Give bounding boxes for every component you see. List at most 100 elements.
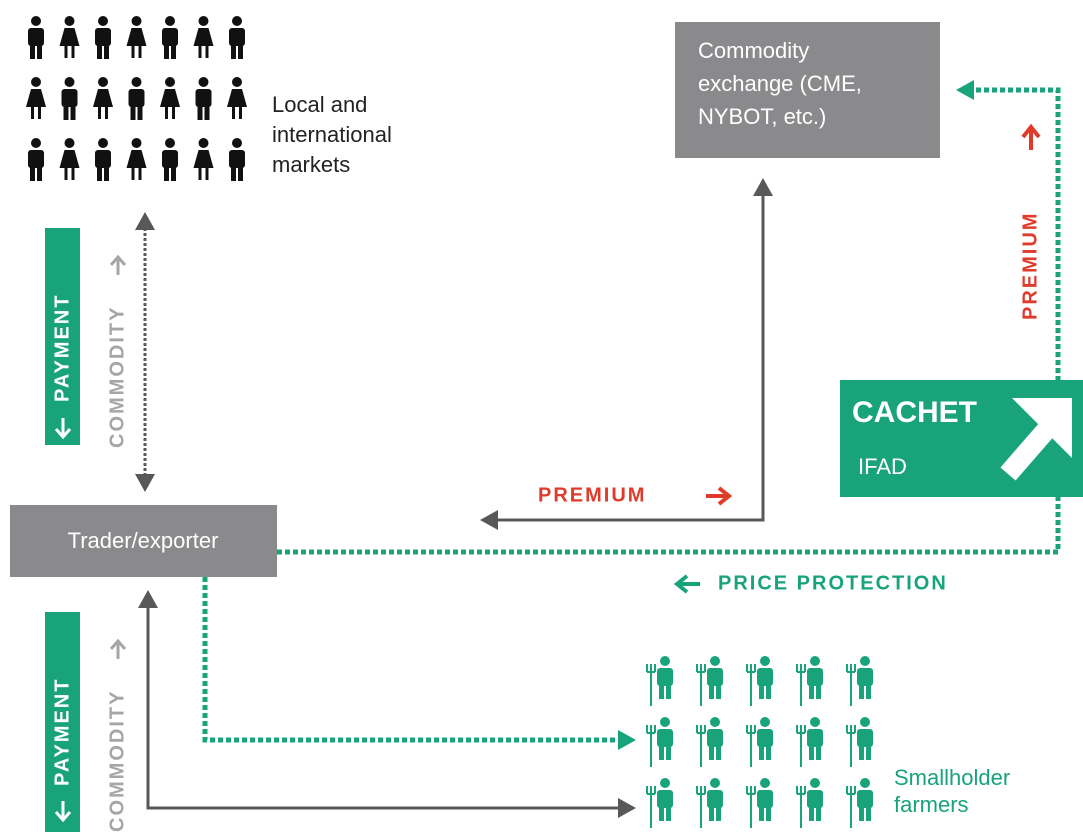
icon-leg	[231, 44, 236, 59]
man-icon	[28, 16, 44, 59]
icon-body	[162, 28, 178, 46]
woman-icon	[59, 138, 80, 180]
icon-leg	[71, 46, 75, 58]
man-icon	[857, 778, 873, 821]
icon-leg	[709, 684, 714, 699]
icon-head	[710, 778, 720, 788]
icon-body	[61, 89, 78, 107]
icon-leg	[866, 806, 871, 821]
arrowhead	[135, 212, 155, 230]
icon-leg	[37, 44, 42, 59]
woman-icon	[193, 138, 214, 180]
icon-leg	[809, 806, 814, 821]
icon-leg	[63, 105, 69, 120]
icon-leg	[659, 684, 664, 699]
icon-leg	[238, 166, 243, 181]
exchange-label: NYBOT, etc.)	[698, 104, 826, 129]
exchange-box	[675, 22, 940, 158]
pitchfork-icon	[746, 725, 756, 767]
cachet-subtitle: IFAD	[858, 454, 907, 479]
icon-body	[857, 729, 873, 747]
down-arrow-icon	[54, 418, 72, 440]
arrowhead	[956, 80, 974, 100]
pitchfork-icon	[796, 786, 806, 828]
man-icon	[95, 16, 111, 59]
icon-body	[857, 790, 873, 808]
icon-leg	[659, 806, 664, 821]
icon-leg	[30, 44, 35, 59]
icon-leg	[859, 684, 864, 699]
icon-leg	[816, 684, 821, 699]
icon-body	[757, 729, 773, 747]
icon-head	[660, 717, 670, 727]
woman-icon	[126, 16, 147, 58]
icon-leg	[766, 684, 771, 699]
icon-body	[757, 790, 773, 808]
icon-head	[660, 656, 670, 666]
man-icon	[757, 717, 773, 760]
icon-leg	[232, 107, 235, 119]
icon-body	[59, 28, 80, 46]
icon-leg	[105, 107, 108, 119]
icon-leg	[716, 684, 721, 699]
icon-leg	[164, 44, 169, 59]
farmers-label: farmers	[894, 792, 969, 817]
arrowhead	[135, 474, 155, 492]
icon-head	[860, 778, 870, 788]
man-icon	[807, 656, 823, 699]
icon-body	[707, 790, 723, 808]
man-icon	[61, 77, 78, 120]
icon-head	[165, 138, 175, 148]
icon-body	[195, 89, 212, 107]
pitchfork-icon	[646, 786, 656, 828]
icon-leg	[131, 168, 135, 180]
man-icon	[229, 138, 245, 181]
icon-head	[131, 138, 142, 148]
icon-head	[131, 16, 142, 26]
icon-leg	[172, 107, 175, 119]
icon-head	[64, 16, 75, 26]
icon-head	[165, 16, 175, 26]
woman-icon	[227, 77, 247, 119]
pitchfork-icon	[696, 725, 706, 767]
icon-head	[98, 138, 108, 148]
icon-head	[860, 717, 870, 727]
icon-head	[64, 77, 75, 87]
icon-head	[165, 77, 175, 87]
trader-box	[10, 505, 277, 577]
trader-label: Trader/exporter	[68, 528, 219, 553]
pitchfork-icon	[846, 786, 856, 828]
icon-head	[232, 16, 242, 26]
woman-icon	[59, 16, 80, 58]
icon-head	[31, 138, 41, 148]
arrowhead	[618, 798, 636, 818]
icon-leg	[171, 166, 176, 181]
icon-leg	[97, 166, 102, 181]
icon-head	[232, 138, 242, 148]
up-arrow-icon	[109, 254, 127, 275]
icon-leg	[137, 105, 143, 120]
icon-leg	[164, 166, 169, 181]
down-arrow-icon	[54, 801, 72, 823]
icon-leg	[198, 46, 202, 58]
icon-body	[93, 89, 113, 107]
icon-leg	[809, 684, 814, 699]
pitchfork-icon	[846, 725, 856, 767]
icon-head	[232, 77, 242, 87]
premium-label: PREMIUM	[1019, 212, 1041, 320]
icon-body	[193, 28, 214, 46]
icon-body	[126, 28, 147, 46]
icons	[26, 16, 873, 828]
payment-label: PAYMENT	[51, 294, 73, 402]
icon-head	[760, 778, 770, 788]
icon-head	[98, 16, 108, 26]
pitchfork-icon	[646, 725, 656, 767]
icon-body	[26, 89, 46, 107]
icon-leg	[138, 46, 142, 58]
icon-leg	[859, 806, 864, 821]
man-icon	[757, 656, 773, 699]
icon-leg	[239, 107, 242, 119]
icon-leg	[816, 745, 821, 760]
icon-leg	[231, 166, 236, 181]
payment-box	[45, 228, 80, 445]
